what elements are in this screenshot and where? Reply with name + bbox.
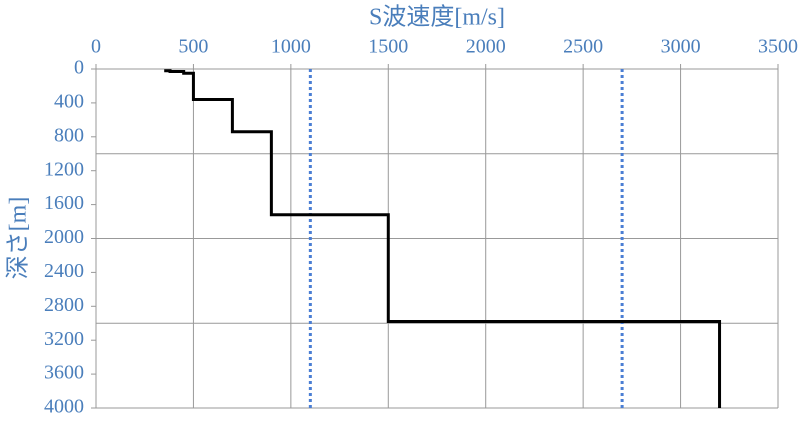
x-tick-label: 2500 (563, 36, 603, 58)
y-tick-label: 4000 (44, 396, 84, 418)
y-tick-label: 3200 (44, 328, 84, 350)
y-tick-label: 1600 (44, 192, 84, 214)
x-tick-label: 3000 (661, 36, 701, 58)
y-tick-label: 1200 (44, 158, 84, 180)
y-tick-label: 800 (54, 124, 84, 146)
y-tick-label: 2800 (44, 294, 84, 316)
x-tick-label: 500 (178, 36, 208, 58)
y-tick-label: 3600 (44, 362, 84, 384)
y-tick-label: 0 (74, 57, 84, 79)
x-tick-label: 1500 (368, 36, 408, 58)
y-tick-label: 2000 (44, 226, 84, 248)
x-axis-title: S波速度[m/s] (369, 4, 505, 31)
y-tick-label: 2400 (44, 260, 84, 282)
data-line (164, 69, 722, 408)
x-tick-label: 3500 (758, 36, 798, 58)
x-tick-label: 2000 (466, 36, 506, 58)
x-tick-label: 0 (91, 36, 101, 58)
x-tick-label: 1000 (271, 36, 311, 58)
y-tick-label: 400 (54, 90, 84, 112)
y-axis-title: 深さ[m] (5, 197, 32, 280)
